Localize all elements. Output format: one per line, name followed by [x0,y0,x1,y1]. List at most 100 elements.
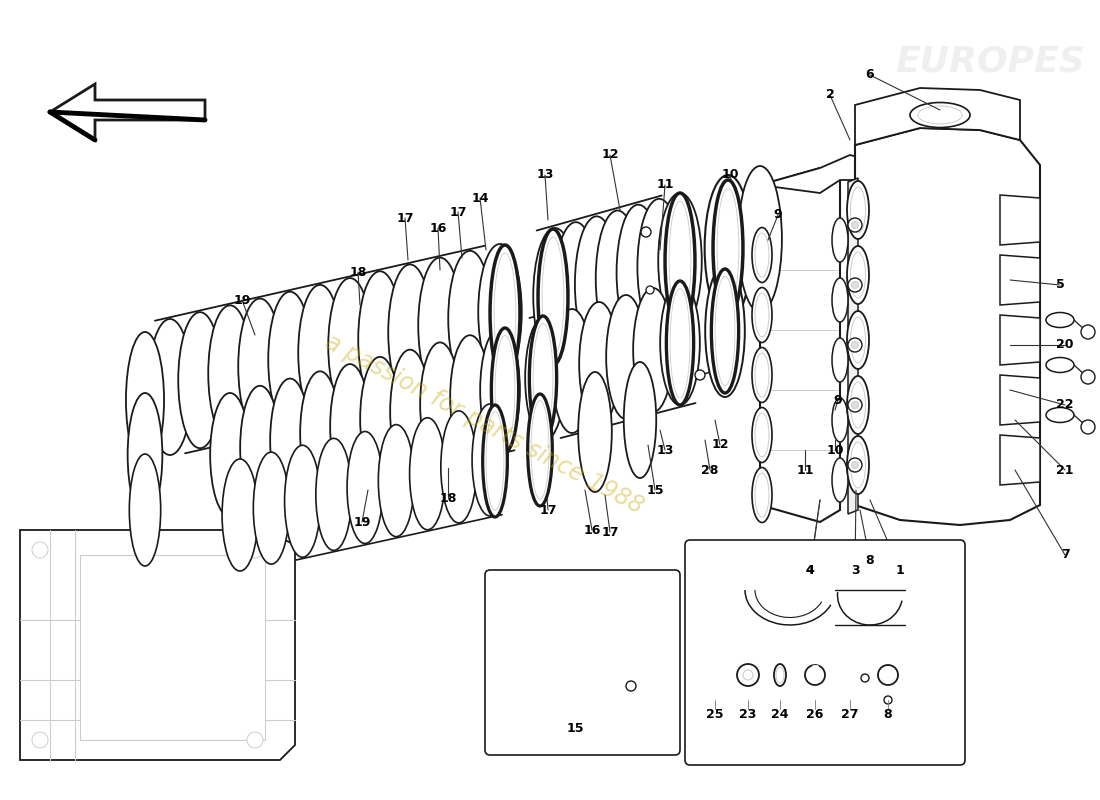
Polygon shape [760,155,870,193]
Polygon shape [848,178,858,514]
Circle shape [851,222,858,229]
Text: 4: 4 [805,563,814,577]
Ellipse shape [850,252,866,298]
Ellipse shape [285,446,320,558]
Ellipse shape [486,412,504,510]
Ellipse shape [222,459,257,571]
Circle shape [848,398,862,412]
Text: 9: 9 [773,209,782,222]
Ellipse shape [847,181,869,239]
Ellipse shape [448,251,492,387]
Ellipse shape [847,246,869,304]
Ellipse shape [253,452,289,564]
Ellipse shape [847,436,869,494]
Ellipse shape [519,603,549,695]
Ellipse shape [390,350,430,474]
Ellipse shape [208,306,252,442]
Ellipse shape [554,222,597,358]
Ellipse shape [776,667,784,683]
Ellipse shape [348,431,383,543]
Ellipse shape [492,328,518,452]
Ellipse shape [624,362,657,478]
Circle shape [851,282,858,289]
Ellipse shape [579,372,612,492]
Polygon shape [1000,255,1040,305]
Ellipse shape [128,393,163,517]
Circle shape [1081,370,1094,384]
Text: 17: 17 [396,211,414,225]
Ellipse shape [441,411,476,523]
Circle shape [805,665,825,685]
Text: 1: 1 [895,563,904,577]
Text: 16: 16 [429,222,447,234]
Ellipse shape [483,405,507,517]
Circle shape [626,681,636,691]
Text: 21: 21 [1056,463,1074,477]
Text: 8: 8 [883,709,892,722]
Ellipse shape [755,233,769,277]
Text: 10: 10 [826,443,844,457]
Ellipse shape [752,467,772,522]
Ellipse shape [300,371,340,495]
Circle shape [1081,325,1094,339]
Ellipse shape [298,285,342,421]
Circle shape [646,286,654,294]
Ellipse shape [130,454,161,566]
Ellipse shape [705,175,751,321]
Ellipse shape [752,407,772,462]
Ellipse shape [713,180,743,316]
Ellipse shape [268,292,311,428]
Ellipse shape [1046,407,1074,422]
Ellipse shape [591,594,619,686]
Polygon shape [855,88,1020,145]
FancyBboxPatch shape [485,570,680,755]
Ellipse shape [481,328,520,452]
Circle shape [848,458,862,472]
Ellipse shape [542,237,564,357]
Polygon shape [760,168,840,522]
Ellipse shape [388,265,432,401]
Circle shape [641,227,651,237]
Ellipse shape [600,593,620,685]
Text: 18: 18 [439,491,456,505]
Ellipse shape [240,386,279,510]
Ellipse shape [420,342,460,466]
Circle shape [848,338,862,352]
Ellipse shape [563,598,593,690]
Circle shape [884,696,892,704]
Text: 22: 22 [1056,398,1074,411]
Ellipse shape [712,269,738,393]
Ellipse shape [178,312,222,448]
Ellipse shape [660,281,700,405]
Ellipse shape [126,332,164,468]
Circle shape [851,402,858,409]
Ellipse shape [832,218,848,262]
Ellipse shape [148,319,191,455]
Circle shape [851,342,858,349]
Text: 15: 15 [647,483,663,497]
Ellipse shape [715,277,735,386]
Text: 10: 10 [722,169,739,182]
Ellipse shape [378,425,415,537]
Ellipse shape [669,201,691,321]
Ellipse shape [832,278,848,322]
Circle shape [248,542,263,558]
Ellipse shape [271,378,310,502]
Circle shape [737,664,759,686]
Ellipse shape [478,244,521,380]
Text: a passion for parts since 1988: a passion for parts since 1988 [321,330,647,518]
Polygon shape [1000,435,1040,485]
Polygon shape [855,128,1040,525]
Ellipse shape [670,289,690,398]
Text: 12: 12 [602,149,618,162]
Text: 20: 20 [1056,338,1074,351]
Ellipse shape [409,418,446,530]
Ellipse shape [525,316,564,440]
Ellipse shape [755,293,769,337]
Ellipse shape [531,401,549,499]
Text: 11: 11 [796,463,814,477]
Ellipse shape [752,347,772,402]
Circle shape [851,462,858,469]
Text: 17: 17 [449,206,466,218]
FancyBboxPatch shape [685,540,965,765]
